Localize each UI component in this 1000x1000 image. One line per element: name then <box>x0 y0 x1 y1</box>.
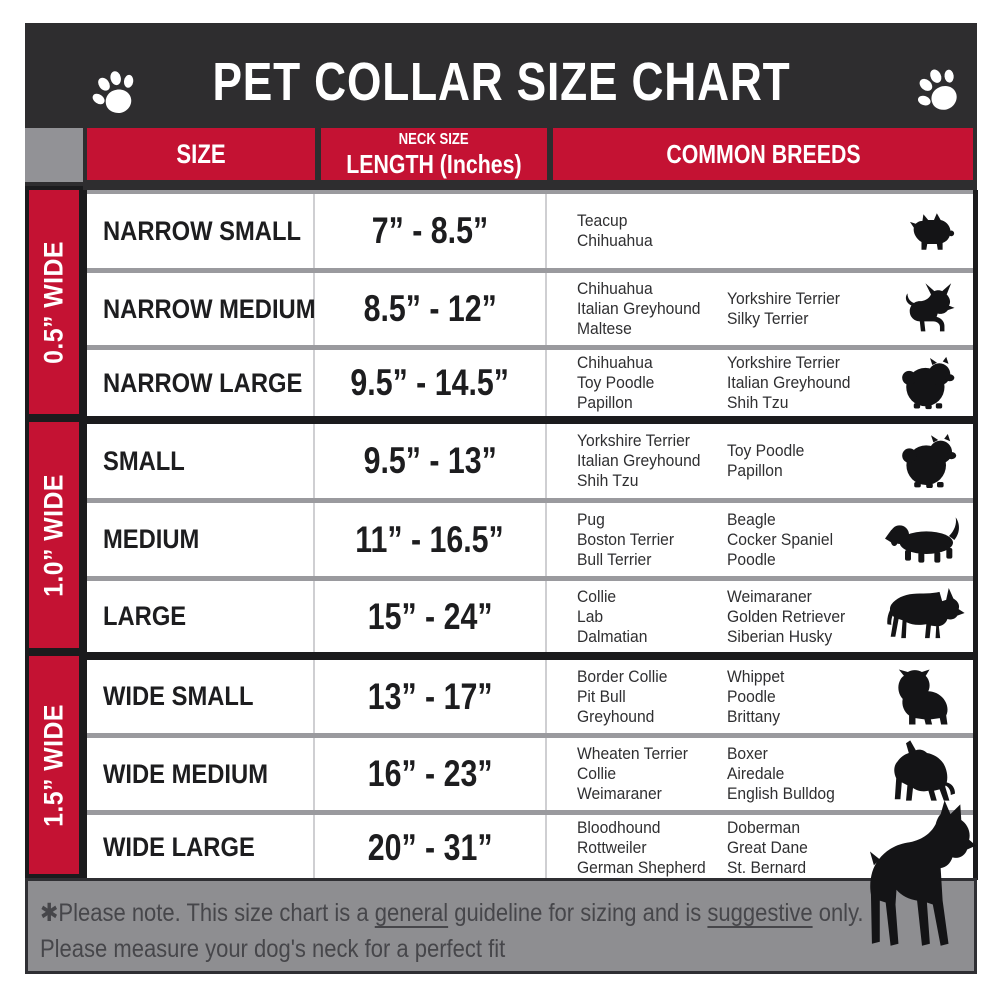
footer-note: ✱Please note. This size chart is a gener… <box>25 878 977 974</box>
chihuahua-dog-icon <box>903 281 959 337</box>
column-header-neck-size-length: NECK SIZE LENGTH (Inches) <box>321 128 547 180</box>
neck-length-cell: 8.5” - 12” <box>315 273 547 345</box>
breed-list: Wheaten Terrier Collie Weimaraner <box>577 744 688 803</box>
neck-length-cell: 16” - 23” <box>315 738 547 810</box>
table-row-narrow-large: NARROW LARGE 9.5” - 14.5” Chihuahua Toy P… <box>87 350 973 416</box>
size-cell: WIDE LARGE <box>87 815 315 880</box>
size-cell: WIDE SMALL <box>87 660 315 733</box>
breeds-cell: Chihuahua Toy Poodle Papillon Yorkshire Te… <box>547 350 973 416</box>
width-group-1.5-wide: 1.5” WIDE <box>25 652 83 878</box>
breed-list: Doberman Great Dane St. Bernard <box>727 817 808 877</box>
breeds-cell: Wheaten Terrier Collie Weimaraner Boxer Air… <box>547 738 973 810</box>
breed-list: Collie Lab Dalmatian <box>577 586 648 646</box>
size-cell: SMALL <box>87 424 315 498</box>
width-group-0.5-wide: 0.5” WIDE <box>25 186 83 418</box>
breed-list: Chihuahua Toy Poodle Papillon <box>577 353 655 412</box>
width-group-label: 1.5” WIDE <box>38 703 69 827</box>
table-row-wide-medium: WIDE MEDIUM 16” - 23” Wheaten Terrier Col… <box>87 738 973 810</box>
column-header-common-breeds: COMMON BREEDS <box>553 128 973 180</box>
neck-length-cell: 9.5” - 14.5” <box>315 350 547 416</box>
row-divider <box>87 810 973 815</box>
breed-list: Teacup Chihuahua <box>577 211 653 250</box>
pomeranian-dog-icon <box>901 433 961 489</box>
page-title: PET COLLAR SIZE CHART <box>25 51 977 113</box>
breeds-cell: Pug Boston Terrier Bull Terrier Beagle Cock… <box>547 503 973 576</box>
breed-list: Toy Poodle Papillon <box>727 441 805 480</box>
size-cell: LARGE <box>87 581 315 652</box>
table-row-large: LARGE 15” - 24” Collie Lab Dalmatian Weima… <box>87 581 973 652</box>
footer-note-text: ✱Please note. This size chart is a gener… <box>40 895 976 967</box>
size-cell: MEDIUM <box>87 503 315 576</box>
table-row-wide-small: WIDE SMALL 13” - 17” Border Collie Pit Bu… <box>87 660 973 733</box>
neck-length-cell: 20” - 31” <box>315 815 547 880</box>
dachshund-dog-icon <box>885 513 965 567</box>
table-row-narrow-small: NARROW SMALL 7” - 8.5” Teacup Chihuahua <box>87 194 973 268</box>
table-row-narrow-medium: NARROW MEDIUM 8.5” - 12” Chihuahua Italia… <box>87 273 973 345</box>
group-divider <box>87 652 973 660</box>
pomeranian-dog-icon <box>901 356 959 410</box>
breed-list: Weimaraner Golden Retriever Siberian Husky <box>727 586 846 646</box>
header-corner-square <box>25 128 83 182</box>
bulldog-dog-icon <box>895 667 959 727</box>
row-divider <box>87 576 973 581</box>
breed-list: Yorkshire Terrier Italian Greyhound Shih T… <box>727 353 851 412</box>
shepherd-dog-icon <box>883 584 967 650</box>
neck-length-cell: 11” - 16.5” <box>315 503 547 576</box>
neck-length-cell: 13” - 17” <box>315 660 547 733</box>
yorkshire-terrier-dog-icon <box>909 208 957 254</box>
size-cell: NARROW MEDIUM <box>87 273 316 345</box>
size-cell: NARROW LARGE <box>87 350 315 416</box>
neck-length-cell: 7” - 8.5” <box>315 194 547 268</box>
row-divider <box>87 190 973 194</box>
table-row-wide-large: WIDE LARGE 20” - 31” Bloodhound Rottweile… <box>87 815 973 880</box>
table-row-medium: MEDIUM 11” - 16.5” Pug Boston Terrier Bull… <box>87 503 973 576</box>
breeds-cell: Chihuahua Italian Greyhound Maltese Yorksh… <box>547 273 973 345</box>
width-group-label: 0.5” WIDE <box>38 240 69 364</box>
breed-list: Beagle Cocker Spaniel Poodle <box>727 509 834 569</box>
group-divider <box>87 416 973 424</box>
breeds-cell: Collie Lab Dalmatian Weimaraner Golden Retr… <box>547 581 973 652</box>
neck-length-cell: 9.5” - 13” <box>315 424 547 498</box>
breed-list: Pug Boston Terrier Bull Terrier <box>577 509 675 569</box>
row-divider <box>87 345 973 350</box>
size-cell: NARROW SMALL <box>87 194 315 268</box>
page-title-text: PET COLLAR SIZE CHART <box>211 52 791 112</box>
footer-note-line2: Please measure your dog's neck for a per… <box>40 935 506 963</box>
breed-list: Chihuahua Italian Greyhound Maltese <box>577 279 701 338</box>
size-table-body: NARROW SMALL 7” - 8.5” Teacup Chihuahua N… <box>82 190 978 880</box>
table-row-small: SMALL 9.5” - 13” Yorkshire Terrier Italia… <box>87 424 973 498</box>
breed-list: Boxer Airedale English Bulldog <box>727 744 835 803</box>
breeds-cell: Yorkshire Terrier Italian Greyhound Shih T… <box>547 424 973 498</box>
breed-list: Yorkshire Terrier Italian Greyhound Shih T… <box>577 431 701 490</box>
row-divider <box>87 733 973 738</box>
breeds-cell: Teacup Chihuahua <box>547 194 973 268</box>
size-cell: WIDE MEDIUM <box>87 738 315 810</box>
column-header-size: SIZE <box>87 128 315 180</box>
breed-list: Border Collie Pit Bull Greyhound <box>577 666 668 726</box>
breed-list: Whippet Poodle Brittany <box>727 666 785 726</box>
width-group-label: 1.0” WIDE <box>38 473 69 597</box>
breed-list: Yorkshire Terrier Silky Terrier <box>727 289 841 328</box>
breeds-cell: Bloodhound Rottweiler German Shepherd Dobe… <box>547 815 973 880</box>
width-group-1.0-wide: 1.0” WIDE <box>25 418 83 652</box>
breed-list: Bloodhound Rottweiler German Shepherd <box>577 817 706 877</box>
doberman-dog-icon <box>868 788 976 966</box>
row-divider <box>87 268 973 273</box>
footer-note-line1: ✱Please note. This size chart is a gener… <box>40 899 864 927</box>
neck-length-cell: 15” - 24” <box>315 581 547 652</box>
row-divider <box>87 498 973 503</box>
breeds-cell: Border Collie Pit Bull Greyhound Whippet Po… <box>547 660 973 733</box>
